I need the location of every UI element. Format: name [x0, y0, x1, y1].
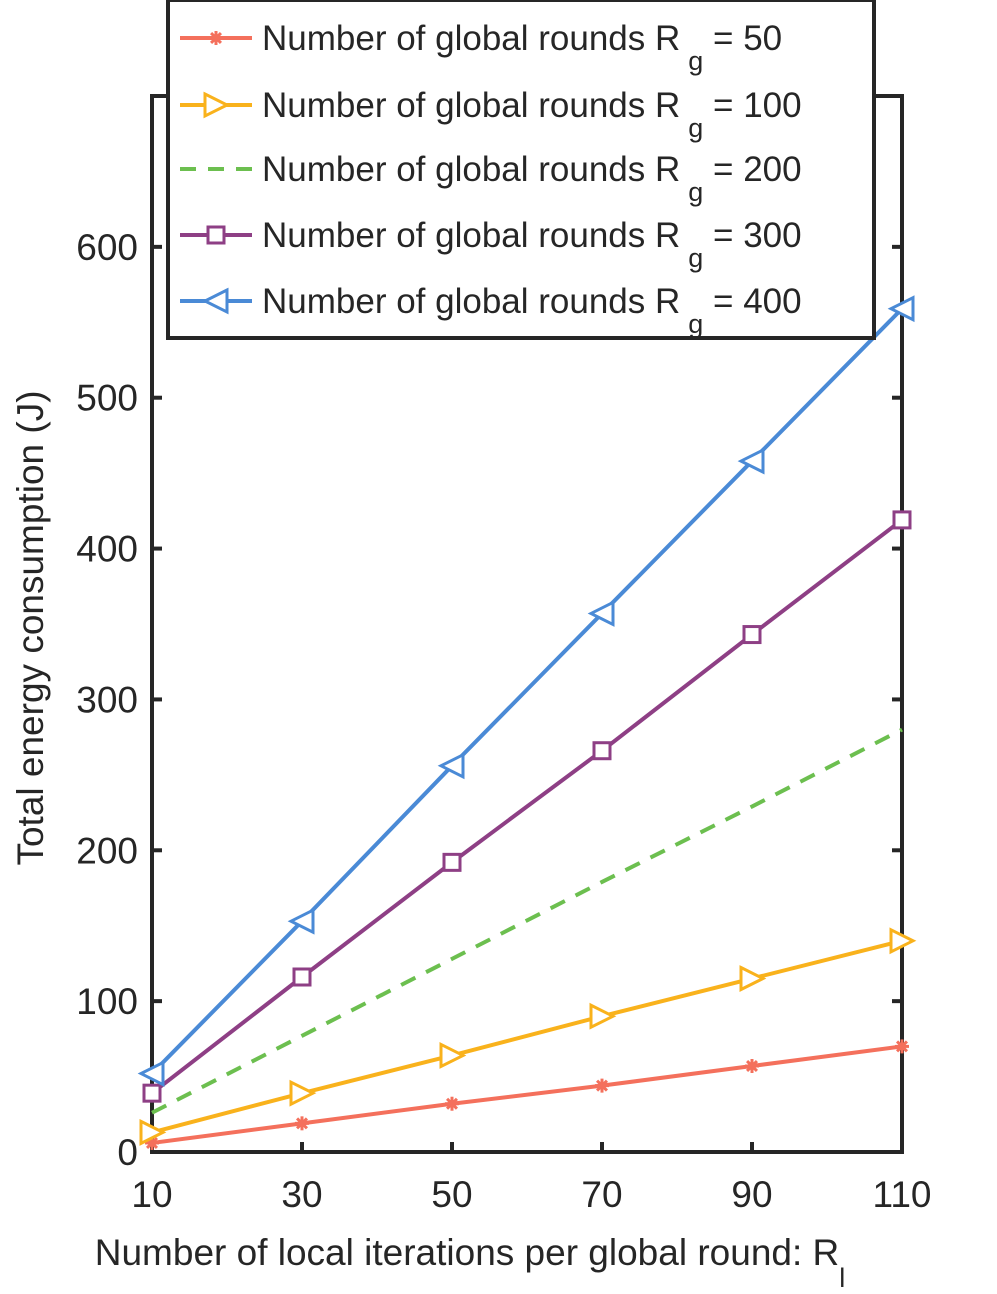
legend-label: Number of global rounds Rg = 300	[262, 216, 802, 273]
data-point	[439, 1042, 467, 1069]
data-point	[889, 927, 917, 955]
data-point	[895, 1039, 909, 1054]
legend-entry: Number of global rounds Rg = 300	[180, 216, 802, 273]
legend-label: Number of global rounds Rg = 200	[262, 150, 802, 207]
x-tick-label: 90	[731, 1174, 772, 1215]
data-point	[587, 600, 615, 627]
y-tick-label: 600	[76, 227, 138, 268]
legend-swatch-marker	[206, 225, 226, 245]
x-tick-label: 50	[431, 1174, 472, 1215]
data-point	[445, 1096, 459, 1111]
series-1	[139, 927, 917, 1146]
legend-swatch-marker	[203, 91, 231, 119]
x-axis-label-subscript: l	[839, 1263, 845, 1293]
plot-series	[137, 295, 917, 1150]
y-tick-label: 200	[76, 830, 138, 871]
data-point	[592, 741, 612, 761]
y-tick-label: 0	[117, 1132, 138, 1173]
data-point	[437, 752, 465, 780]
legend-swatch-marker	[209, 31, 223, 45]
y-tick-label: 100	[76, 981, 138, 1022]
data-point	[137, 1060, 165, 1087]
legend-box	[166, 0, 876, 340]
series-line	[151, 938, 903, 1135]
series-0	[145, 1039, 909, 1150]
x-tick-label: 10	[131, 1174, 172, 1215]
data-point	[142, 1083, 162, 1103]
y-tick-label: 500	[76, 378, 138, 419]
legend-label: Number of global rounds Rg = 100	[262, 86, 802, 143]
data-point	[287, 907, 315, 935]
legend-label: Number of global rounds Rg = 50	[262, 19, 782, 76]
legend-entry: Number of global rounds Rg = 100	[180, 86, 802, 143]
series-line	[150, 307, 904, 1075]
legend-entry: Number of global rounds Rg = 400	[180, 282, 802, 339]
data-point	[589, 1002, 617, 1030]
legend-swatch-marker	[201, 287, 229, 315]
y-axis-label: Total energy consumption (J)	[10, 390, 51, 865]
series-2	[151, 727, 903, 1115]
x-tick-label: 70	[581, 1174, 622, 1215]
legend-entry: Number of global rounds Rg = 200	[180, 150, 802, 207]
x-tick-label: 110	[873, 1174, 932, 1215]
series-line	[151, 1044, 903, 1145]
series-line	[150, 518, 904, 1095]
legend-label: Number of global rounds Rg = 400	[262, 282, 802, 339]
data-point	[289, 1079, 317, 1107]
data-point	[595, 1078, 609, 1093]
legend: Number of global rounds Rg = 50 Number of…	[166, 0, 876, 340]
data-point	[892, 510, 912, 530]
tick-labels: 10 30 50 70 90 110 0 100 200 300 400 500 600	[76, 227, 931, 1215]
y-tick-label: 400	[76, 529, 138, 570]
y-tick-label: 300	[76, 679, 138, 720]
data-point	[887, 295, 915, 323]
data-point	[295, 1116, 309, 1131]
series-3	[142, 510, 912, 1103]
data-point	[742, 625, 762, 645]
data-point	[292, 967, 312, 987]
x-tick-label: 30	[281, 1174, 322, 1215]
series-4	[137, 295, 915, 1087]
series-line	[151, 727, 903, 1115]
data-point	[737, 447, 765, 475]
data-point	[739, 965, 767, 992]
data-point	[745, 1059, 759, 1074]
legend-entry: Number of global rounds Rg = 50	[180, 19, 782, 76]
data-point	[442, 852, 462, 872]
data-point	[139, 1118, 167, 1146]
x-axis-label: Number of local iterations per global ro…	[95, 1232, 846, 1293]
